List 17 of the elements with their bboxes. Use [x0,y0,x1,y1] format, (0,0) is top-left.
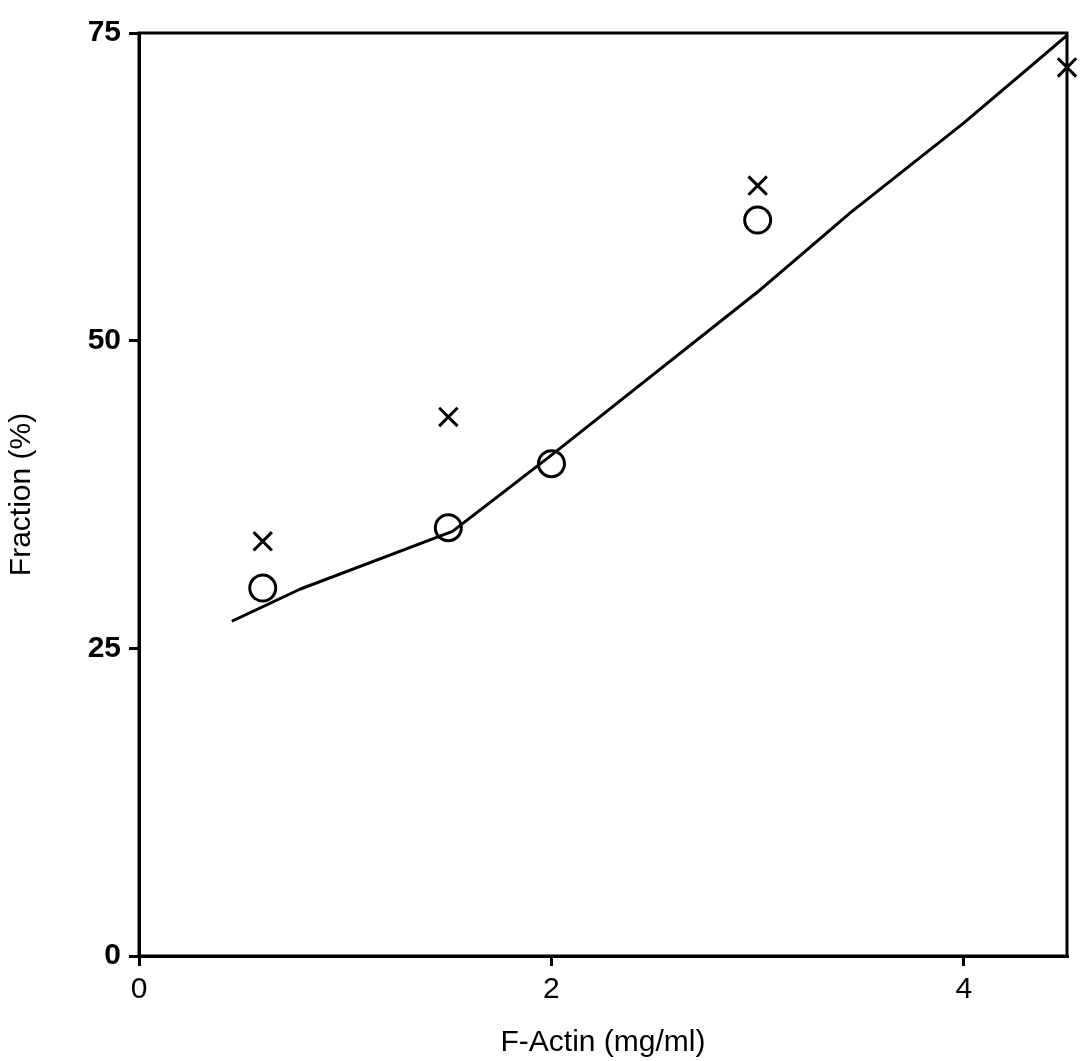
point [433,513,463,543]
x-axis-title: F-Actin (mg/ml) [500,1024,706,1058]
y-tick-label: 50 [87,321,121,355]
y-tick-label: 75 [87,14,121,48]
point [536,449,566,479]
point [746,174,769,197]
point [743,205,773,235]
y-tick-label: 25 [87,629,121,663]
y-axis-title: Fraction (%) [3,412,37,577]
y-tick-label: 0 [104,937,121,971]
point [248,573,278,603]
x-tick-label: 0 [130,971,148,1005]
point [252,530,274,552]
x-tick-label: 4 [955,971,973,1005]
x-tick-label: 2 [543,971,560,1005]
point [437,406,460,428]
point [1056,56,1078,79]
